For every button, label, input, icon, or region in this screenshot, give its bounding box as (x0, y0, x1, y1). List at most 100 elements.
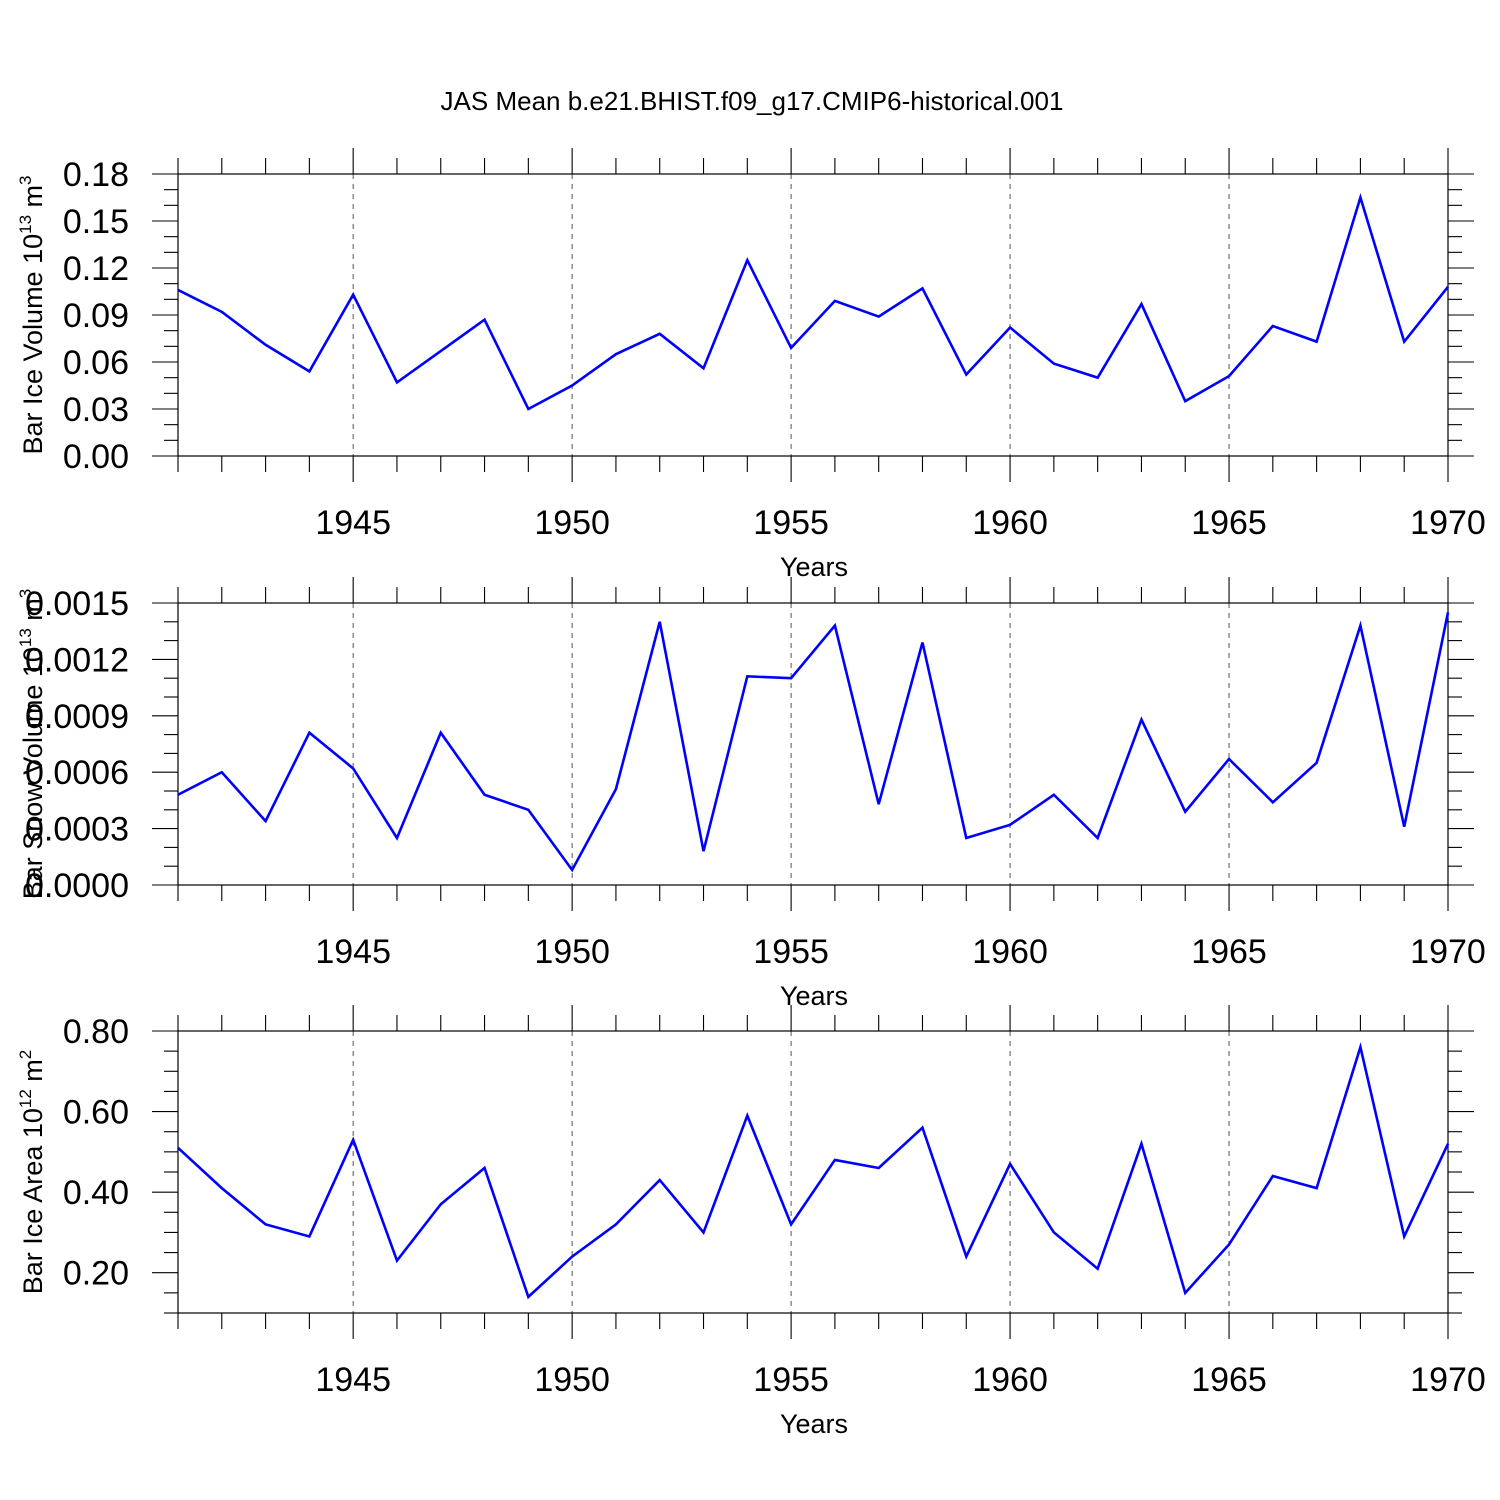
x-axis-label: Years (780, 1409, 848, 1439)
data-point (483, 318, 487, 322)
data-point (1139, 718, 1143, 722)
x-tick-label: 1960 (972, 933, 1048, 971)
plot-frame (177, 602, 1449, 886)
data-point (570, 384, 574, 388)
data-point (351, 766, 355, 770)
y-tick-label: 0.0003 (25, 811, 129, 849)
x-tick-label: 1965 (1191, 933, 1267, 971)
data-point (395, 836, 399, 840)
y-axis-label: Bar Ice Area 1012 m2 (16, 1050, 48, 1295)
data-point (745, 1114, 749, 1118)
data-point (351, 293, 355, 297)
data-point (1052, 362, 1056, 366)
data-point (1139, 1142, 1143, 1146)
panel-1: 0.00 0.03 0.06 0.09 0.12 0.15 0.18 1945 1950 1955… (16, 148, 1486, 582)
data-point (877, 1166, 881, 1170)
data-point (264, 1222, 268, 1226)
panel-3: 0.20 0.40 0.60 0.80 1945 1950 1955 1960 1965 1970… (16, 1005, 1486, 1439)
data-point (920, 640, 924, 644)
data-point (570, 1255, 574, 1259)
data-point (1446, 285, 1450, 289)
data-point (745, 674, 749, 678)
data-point (1402, 1234, 1406, 1238)
data-point (833, 624, 837, 628)
data-point (483, 1166, 487, 1170)
data-point (1271, 800, 1275, 804)
y-tick-label: 0.03 (63, 391, 129, 429)
series-line (177, 1042, 1450, 1300)
panel-2: 0.0000 0.0003 0.0006 0.0009 0.0012 0.0015 1945… (16, 577, 1486, 1011)
x-tick-label: 1945 (315, 1361, 391, 1399)
data-point (1271, 324, 1275, 328)
data-point (658, 620, 662, 624)
y-axis-label-superscript: 13 (16, 215, 35, 234)
data-point (176, 793, 180, 797)
x-tick-label: 1960 (972, 1361, 1048, 1399)
data-point (877, 315, 881, 319)
x-tick-label: 1950 (534, 933, 610, 971)
series-line (177, 612, 1450, 873)
y-tick-label: 0.12 (63, 250, 129, 288)
data-point (702, 366, 706, 370)
series-line (177, 193, 1450, 411)
data-point (1096, 836, 1100, 840)
data-point (614, 1222, 618, 1226)
data-point (1402, 340, 1406, 344)
data-point (964, 1255, 968, 1259)
x-tick-label: 1945 (315, 504, 391, 542)
data-point (526, 1295, 530, 1299)
y-tick-label: 0.20 (63, 1255, 129, 1293)
data-point (920, 1126, 924, 1130)
data-point (789, 1222, 793, 1226)
y-tick-label: 0.0015 (25, 585, 129, 623)
data-point (614, 352, 618, 356)
y-axis-label: Bar Snow Volume 1013 m3 (16, 589, 48, 900)
data-point (833, 1158, 837, 1162)
data-point (395, 380, 399, 384)
data-point (1315, 1186, 1319, 1190)
data-point (1227, 1243, 1231, 1247)
y-axis-label: Bar Ice Volume 1013 m3 (16, 175, 48, 454)
data-point (1358, 624, 1362, 628)
data-point (1271, 1174, 1275, 1178)
x-tick-label: 1970 (1410, 504, 1486, 542)
data-point (1315, 761, 1319, 765)
data-point (1446, 610, 1450, 614)
data-point (526, 808, 530, 812)
data-point (351, 1138, 355, 1142)
y-axis-label-superscript: 13 (16, 628, 35, 647)
data-point (1183, 1291, 1187, 1295)
data-point (570, 868, 574, 872)
y-axis-label-text: m (18, 1059, 48, 1089)
y-axis-label-text: m (18, 185, 48, 215)
data-point (877, 802, 881, 806)
data-point (964, 836, 968, 840)
data-point (702, 1230, 706, 1234)
data-point (702, 849, 706, 853)
data-point (833, 299, 837, 303)
data-point (920, 286, 924, 290)
data-point (220, 770, 224, 774)
data-point (176, 1146, 180, 1150)
data-point (658, 332, 662, 336)
y-tick-label: 0.40 (63, 1174, 129, 1212)
y-tick-label: 0.0012 (25, 641, 129, 679)
data-point (1096, 376, 1100, 380)
data-point (264, 819, 268, 823)
data-point (483, 793, 487, 797)
data-point (1139, 302, 1143, 306)
data-point (307, 731, 311, 735)
data-point (264, 343, 268, 347)
y-axis-label-superscript: 3 (16, 589, 35, 598)
x-tick-label: 1960 (972, 504, 1048, 542)
x-tick-label: 1950 (534, 1361, 610, 1399)
data-point (220, 310, 224, 314)
data-point (1358, 1045, 1362, 1049)
data-point (439, 731, 443, 735)
x-tick-label: 1950 (534, 504, 610, 542)
y-axis-label-text: Bar Ice Volume 10 (18, 234, 48, 455)
data-point (526, 407, 530, 411)
data-point (439, 1202, 443, 1206)
data-point (1052, 793, 1056, 797)
data-point (1008, 326, 1012, 330)
